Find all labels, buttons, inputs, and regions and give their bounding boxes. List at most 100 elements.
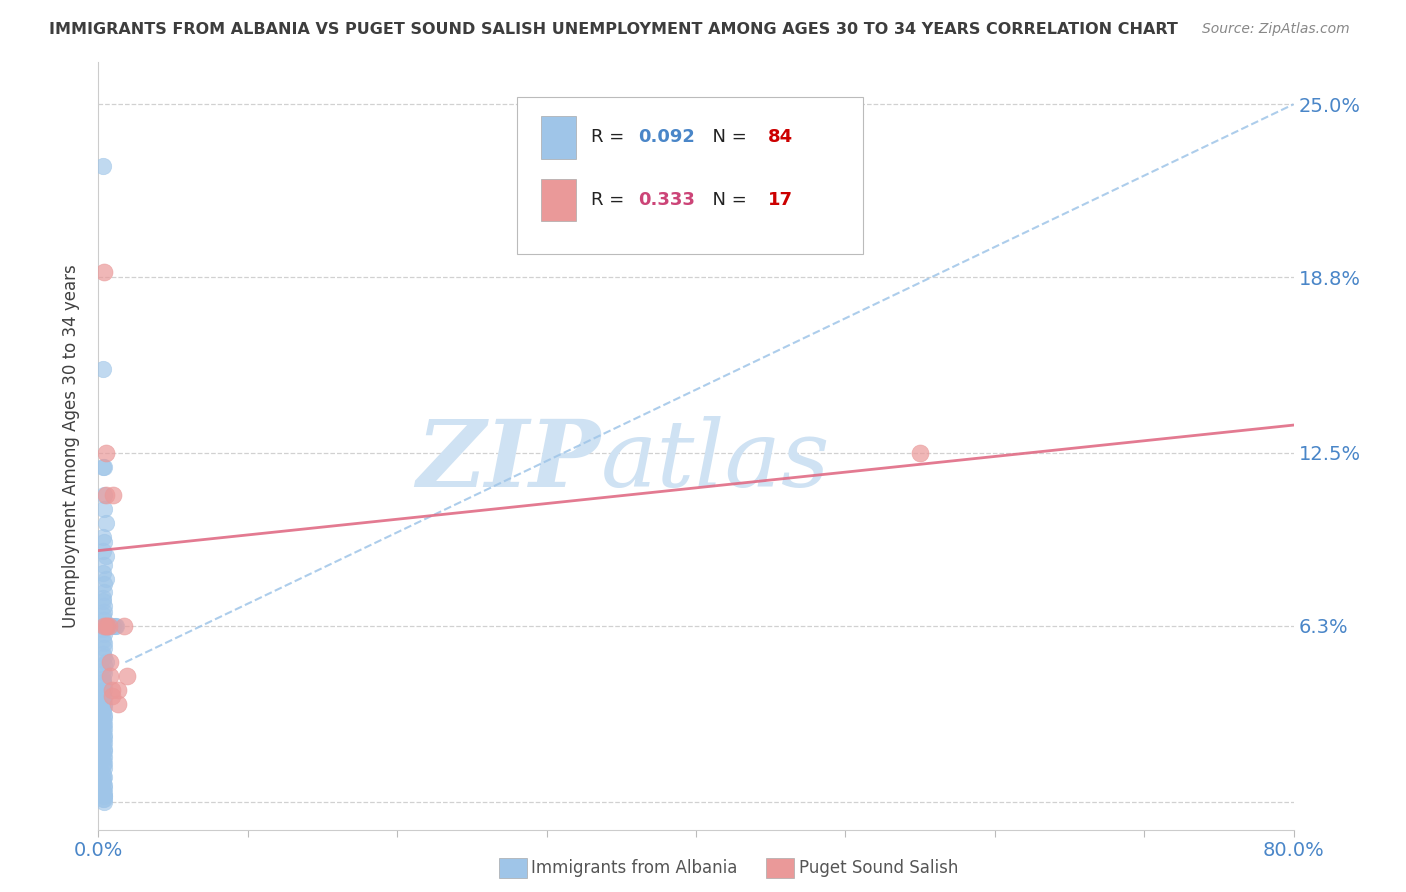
Point bbox=[93, 711, 115, 725]
Point bbox=[93, 683, 115, 698]
Point bbox=[91, 775, 114, 789]
Point bbox=[91, 672, 114, 686]
Point bbox=[93, 577, 115, 591]
Text: N =: N = bbox=[700, 191, 752, 209]
Point bbox=[112, 619, 135, 633]
Point bbox=[94, 516, 117, 530]
Point bbox=[97, 619, 120, 633]
Point bbox=[93, 613, 115, 627]
Point bbox=[91, 714, 114, 728]
Point bbox=[91, 753, 114, 767]
Point bbox=[91, 647, 114, 661]
Text: Puget Sound Salish: Puget Sound Salish bbox=[799, 859, 957, 877]
Point bbox=[93, 789, 115, 803]
Point bbox=[91, 607, 114, 622]
Point bbox=[91, 766, 114, 780]
Point bbox=[93, 666, 115, 681]
Point bbox=[93, 585, 115, 599]
Point bbox=[93, 786, 115, 800]
Point bbox=[93, 722, 115, 736]
Point bbox=[93, 792, 115, 806]
Point bbox=[101, 619, 124, 633]
Point bbox=[104, 619, 127, 633]
Point bbox=[93, 731, 115, 745]
Point bbox=[91, 530, 114, 544]
Point bbox=[93, 736, 115, 750]
Point bbox=[94, 446, 117, 460]
Point bbox=[93, 780, 115, 795]
Point bbox=[93, 558, 115, 572]
Point bbox=[94, 488, 117, 502]
Point bbox=[93, 641, 115, 656]
Text: 0.092: 0.092 bbox=[638, 128, 696, 146]
Point bbox=[91, 686, 114, 700]
Point bbox=[93, 744, 115, 758]
Point bbox=[93, 265, 115, 279]
Point bbox=[107, 683, 129, 698]
Y-axis label: Unemployment Among Ages 30 to 34 years: Unemployment Among Ages 30 to 34 years bbox=[62, 264, 80, 628]
Point bbox=[91, 459, 114, 474]
Point bbox=[91, 543, 114, 558]
Point bbox=[93, 649, 115, 664]
Point bbox=[91, 772, 114, 787]
Point bbox=[91, 719, 114, 733]
Point bbox=[98, 669, 122, 683]
Point bbox=[93, 728, 115, 742]
Point bbox=[91, 674, 114, 689]
Point bbox=[103, 619, 125, 633]
Point bbox=[93, 619, 115, 633]
Point bbox=[91, 694, 114, 708]
Point bbox=[93, 795, 115, 809]
Text: Source: ZipAtlas.com: Source: ZipAtlas.com bbox=[1202, 22, 1350, 37]
Point bbox=[93, 691, 115, 706]
Point bbox=[91, 783, 114, 797]
Text: 17: 17 bbox=[768, 191, 793, 209]
Point bbox=[91, 725, 114, 739]
Point bbox=[93, 605, 115, 619]
Point bbox=[94, 619, 117, 633]
Point bbox=[91, 566, 114, 580]
Text: Immigrants from Albania: Immigrants from Albania bbox=[531, 859, 738, 877]
Point bbox=[93, 708, 115, 723]
Point bbox=[91, 594, 114, 608]
Point bbox=[93, 789, 115, 803]
Point bbox=[105, 619, 128, 633]
Point bbox=[94, 549, 117, 564]
Point bbox=[91, 739, 114, 753]
Point bbox=[93, 770, 115, 784]
Text: IMMIGRANTS FROM ALBANIA VS PUGET SOUND SALISH UNEMPLOYMENT AMONG AGES 30 TO 34 Y: IMMIGRANTS FROM ALBANIA VS PUGET SOUND S… bbox=[49, 22, 1178, 37]
Point bbox=[94, 655, 117, 669]
Point bbox=[93, 756, 115, 770]
Point bbox=[98, 655, 122, 669]
FancyBboxPatch shape bbox=[541, 116, 576, 159]
Point bbox=[91, 159, 114, 173]
FancyBboxPatch shape bbox=[541, 178, 576, 221]
Text: ZIP: ZIP bbox=[416, 417, 600, 507]
Point bbox=[93, 761, 115, 775]
Point bbox=[93, 677, 115, 691]
Text: 0.333: 0.333 bbox=[638, 191, 696, 209]
Point bbox=[91, 747, 114, 762]
Point bbox=[93, 488, 115, 502]
Point bbox=[91, 664, 114, 678]
Point bbox=[908, 446, 931, 460]
Point bbox=[93, 750, 115, 764]
Point bbox=[115, 669, 138, 683]
Point bbox=[91, 792, 114, 806]
Text: 84: 84 bbox=[768, 128, 793, 146]
Point bbox=[93, 599, 115, 614]
Point bbox=[94, 572, 117, 586]
Point bbox=[101, 689, 124, 703]
Point bbox=[93, 459, 115, 474]
Point bbox=[93, 697, 115, 711]
Point bbox=[101, 683, 124, 698]
Point bbox=[96, 619, 118, 633]
Point bbox=[103, 488, 125, 502]
Point bbox=[93, 501, 115, 516]
Point bbox=[91, 591, 114, 605]
Point bbox=[93, 716, 115, 731]
Text: R =: R = bbox=[591, 128, 630, 146]
Point bbox=[91, 786, 114, 800]
Point bbox=[93, 627, 115, 641]
Point bbox=[91, 632, 114, 647]
